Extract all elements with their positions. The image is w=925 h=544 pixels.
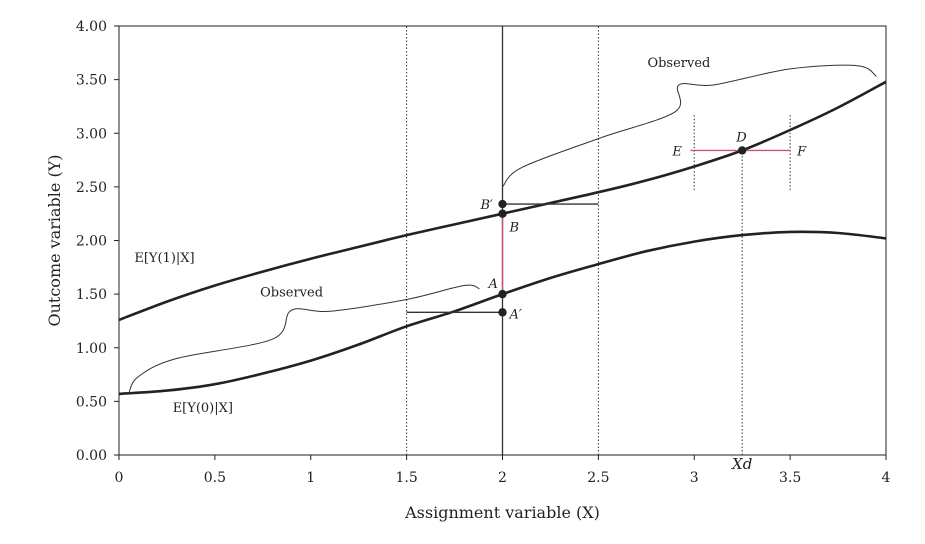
y-tick-label: 1.00 xyxy=(76,341,107,357)
x-tick-label: 0 xyxy=(115,470,124,486)
x-tick-label: 1 xyxy=(306,470,315,486)
point-marker xyxy=(498,209,507,218)
series-label: E[Y(0)|X] xyxy=(173,401,233,416)
observed-label: Observed xyxy=(260,285,323,300)
point-label: B′ xyxy=(480,198,494,213)
x-axis-title: Assignment variable (X) xyxy=(404,503,600,522)
point-label: A′ xyxy=(509,307,522,322)
y-tick-label: 3.50 xyxy=(76,73,107,89)
x-tick-label: 0.5 xyxy=(204,470,226,486)
y-tick-label: 4.00 xyxy=(76,19,107,35)
point-marker xyxy=(498,289,507,299)
plot-area: Observed Observed E[Y(1)|X] E[Y(0)|X] A A′ B B′… xyxy=(118,26,887,473)
observed-brace xyxy=(502,64,877,188)
y-tick-label: 2.50 xyxy=(76,180,107,196)
x-tick-label: 2.5 xyxy=(587,470,609,486)
xd-label: Xd xyxy=(731,455,752,473)
axis-ticks: 0 0.5 1 1.5 2 2.5 3 3.5 4 0.00 0.50 1.00 1.50 2.00 2.5… xyxy=(76,19,891,486)
point-label: D xyxy=(735,130,747,145)
series-label: E[Y(1)|X] xyxy=(134,251,194,266)
point-label: E xyxy=(671,144,682,159)
y-axis-title: Outcome variable (Y) xyxy=(45,154,64,326)
y-tick-label: 0.50 xyxy=(76,394,107,410)
y-tick-label: 2.00 xyxy=(76,234,107,250)
point-marker xyxy=(498,199,507,209)
point-marker xyxy=(498,308,507,317)
y-tick-label: 1.50 xyxy=(76,287,107,303)
x-tick-label: 2 xyxy=(498,470,507,486)
point-label: A xyxy=(488,277,498,292)
x-tick-label: 3.5 xyxy=(779,470,801,486)
x-tick-label: 4 xyxy=(882,470,891,486)
point-label: F xyxy=(796,144,807,159)
x-tick-label: 3 xyxy=(690,470,699,486)
point-marker xyxy=(737,146,747,155)
observed-brace xyxy=(128,284,480,395)
y-tick-label: 0.00 xyxy=(76,448,107,464)
y-tick-label: 3.00 xyxy=(76,126,107,142)
x-tick-label: 1.5 xyxy=(395,470,417,486)
observed-label: Observed xyxy=(647,56,710,71)
point-label: B xyxy=(509,221,520,236)
